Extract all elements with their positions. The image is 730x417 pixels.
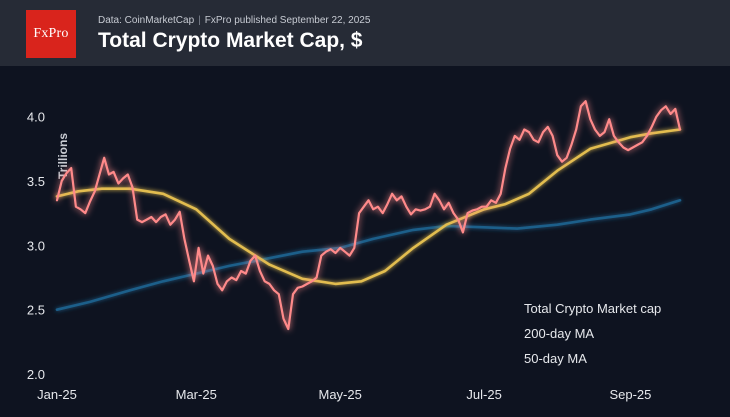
y-tick-label: 2.0 bbox=[27, 367, 45, 382]
x-tick-label: Jan-25 bbox=[37, 387, 77, 402]
legend-item-ma50: 50-day MA bbox=[488, 351, 587, 366]
x-tick-label: Mar-25 bbox=[176, 387, 217, 402]
source-line: Data: CoinMarketCap | FxPro published Sept… bbox=[98, 15, 370, 26]
legend-label: Total Crypto Market cap bbox=[524, 301, 661, 316]
source-separator: | bbox=[198, 15, 201, 26]
x-axis: Jan-25 Mar-25 May-25 Jul-25 Sep-25 bbox=[37, 387, 651, 402]
legend-item-market-cap: Total Crypto Market cap bbox=[488, 301, 661, 316]
chart-header: FxPro Data: CoinMarketCap | FxPro publishe… bbox=[0, 0, 730, 66]
x-tick-label: May-25 bbox=[319, 387, 362, 402]
legend-label: 50-day MA bbox=[524, 351, 587, 366]
x-tick-label: Jul-25 bbox=[466, 387, 501, 402]
y-tick-label: 4.0 bbox=[27, 110, 45, 125]
ma200-line bbox=[55, 199, 682, 311]
legend-label: 200-day MA bbox=[524, 326, 594, 341]
chart-plot-area: 2.0 2.5 3.0 3.5 4.0 Jan-25 Mar-25 May-25 Jul-25… bbox=[27, 100, 682, 402]
data-source: Data: CoinMarketCap bbox=[98, 15, 195, 26]
ma50-line bbox=[55, 128, 682, 286]
publisher-note: FxPro published September 22, 2025 bbox=[204, 15, 371, 26]
y-tick-label: 2.5 bbox=[27, 303, 45, 318]
logo-text: FxPro bbox=[33, 26, 69, 41]
fxpro-logo: FxPro bbox=[26, 10, 76, 58]
y-axis: 2.0 2.5 3.0 3.5 4.0 bbox=[27, 110, 45, 382]
y-tick-label: 3.0 bbox=[27, 238, 45, 253]
chart-title: Total Crypto Market Cap, $ bbox=[98, 29, 363, 52]
x-tick-label: Sep-25 bbox=[609, 387, 651, 402]
series-layer bbox=[55, 100, 682, 331]
chart-legend: Total Crypto Market cap 200-day MA 50-day … bbox=[488, 301, 661, 366]
market-cap-line bbox=[55, 100, 682, 331]
y-axis-label: Trillions bbox=[56, 133, 70, 179]
legend-item-ma200: 200-day MA bbox=[488, 326, 594, 341]
y-tick-label: 3.5 bbox=[27, 174, 45, 189]
